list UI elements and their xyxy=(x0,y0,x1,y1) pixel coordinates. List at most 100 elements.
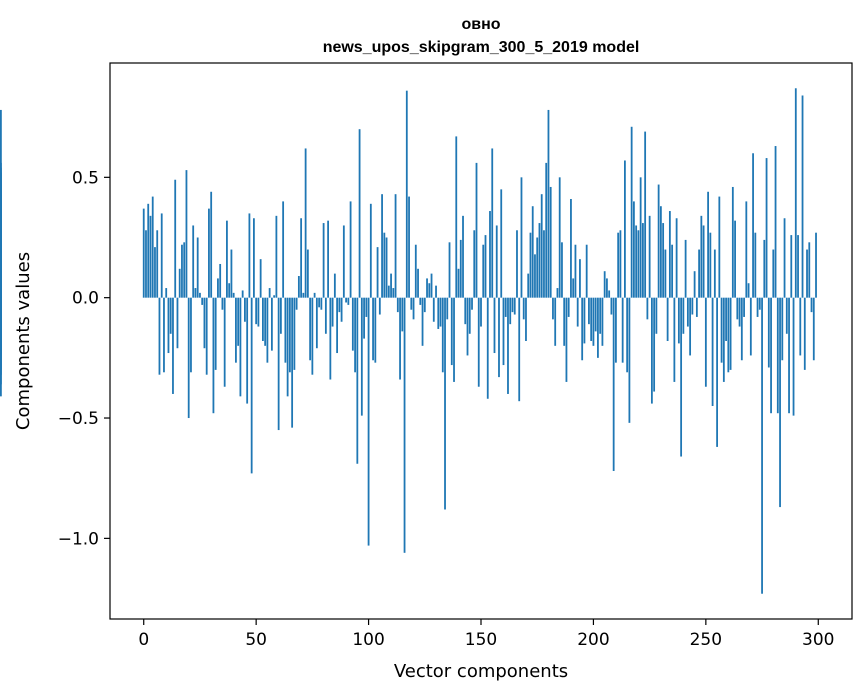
bar-component-36 xyxy=(223,297,226,387)
bar-component-73 xyxy=(306,249,309,298)
bar-component-142 xyxy=(462,215,464,298)
bar-component-17 xyxy=(181,244,183,298)
bar-component-108 xyxy=(385,237,388,298)
bar-component-22 xyxy=(192,225,195,298)
bar-component-233 xyxy=(666,297,669,341)
bar-component-203 xyxy=(599,297,602,334)
bar-component-58 xyxy=(273,295,276,298)
bar-component-285 xyxy=(783,218,786,298)
bar-component-10 xyxy=(165,288,168,298)
bar-component-204 xyxy=(601,297,604,346)
bar-component-44 xyxy=(241,290,244,298)
plot-frame xyxy=(109,62,853,620)
bar-component-9 xyxy=(163,297,165,373)
x-tick-label: 100 xyxy=(352,630,384,650)
bar-component-72 xyxy=(304,148,307,298)
bar-component-298 xyxy=(812,297,815,361)
y-tick-label: −1.0 xyxy=(58,529,99,549)
bar-component-216 xyxy=(628,297,631,423)
bar-component-61 xyxy=(279,297,282,334)
bar-component-122 xyxy=(417,268,419,298)
bar-component-257 xyxy=(720,297,723,363)
bar-component-123 xyxy=(419,297,422,305)
bar-component-48 xyxy=(250,297,253,474)
bar-component-3 xyxy=(149,215,152,298)
bar-component-194 xyxy=(579,259,581,298)
bar-component-159 xyxy=(500,189,503,298)
bar-component-175 xyxy=(536,237,539,298)
bar-component-267 xyxy=(743,297,745,317)
bar-component-171 xyxy=(527,273,530,298)
bar-component-134 xyxy=(444,297,446,510)
bar-component-251 xyxy=(707,191,709,298)
bar-component-243 xyxy=(689,297,692,356)
bar-component-129 xyxy=(432,297,435,322)
bar-component-224 xyxy=(646,297,649,320)
bar-component-272 xyxy=(754,232,757,298)
bar-component-150 xyxy=(480,297,482,327)
bar-component-19 xyxy=(185,170,188,298)
bar-component-212 xyxy=(619,230,622,298)
bar-component-33 xyxy=(217,278,219,298)
bar-component-239 xyxy=(680,297,683,457)
bar-component-148 xyxy=(475,162,478,298)
bar-component-291 xyxy=(797,235,799,298)
bar-component-43 xyxy=(239,297,242,397)
bar-component-86 xyxy=(336,297,338,354)
bar-component-77 xyxy=(315,297,318,349)
bar-component-135 xyxy=(446,297,449,320)
bar-component-201 xyxy=(594,297,597,332)
bar-component-286 xyxy=(785,297,788,334)
bar-component-221 xyxy=(639,177,642,298)
bar-component-242 xyxy=(686,297,689,327)
bar-component-70 xyxy=(300,218,303,298)
bar-component-14 xyxy=(174,179,177,298)
bar-component-106 xyxy=(381,194,383,298)
bar-component-174 xyxy=(534,254,536,298)
bar-component-215 xyxy=(626,297,629,373)
bar-component-230 xyxy=(659,206,662,298)
bar-component-241 xyxy=(684,239,687,298)
bar-component-90 xyxy=(345,297,347,303)
bar-component-26 xyxy=(201,297,204,305)
bar-component-99 xyxy=(365,297,368,317)
bar-component-40 xyxy=(232,292,235,298)
bar-component-255 xyxy=(716,297,718,447)
bar-component-247 xyxy=(698,249,700,298)
bar-component-94 xyxy=(354,297,356,373)
bar-component-186 xyxy=(561,242,563,298)
bar-component-261 xyxy=(729,297,732,370)
bar-component-172 xyxy=(529,232,532,298)
bar-component-169 xyxy=(522,297,525,320)
chart-subtitle: news_upos_skipgram_300_5_2019 model xyxy=(323,39,640,56)
bar-component-107 xyxy=(383,232,386,298)
bar-component-161 xyxy=(504,297,507,317)
bar-component-202 xyxy=(597,297,599,358)
bar-component-217 xyxy=(630,126,633,298)
bar-component-158 xyxy=(498,297,500,378)
bar-component-227 xyxy=(653,297,656,392)
bar-component-151 xyxy=(482,244,485,298)
bar-component-74 xyxy=(309,297,312,361)
bar-component-29 xyxy=(208,208,210,298)
bar-component-287 xyxy=(788,297,790,414)
bar-component-160 xyxy=(502,297,505,366)
bar-component-119 xyxy=(410,297,413,310)
bar-component-225 xyxy=(648,215,651,298)
bar-component-83 xyxy=(329,297,332,380)
bar-component-265 xyxy=(738,297,741,327)
bar-component-57 xyxy=(270,297,273,351)
bar-component-249 xyxy=(702,225,705,298)
bar-component-179 xyxy=(545,162,548,298)
bar-component-149 xyxy=(477,297,480,387)
bar-component-23 xyxy=(194,288,197,298)
x-axis-ticks: 0 50 100 150 200 250 300 xyxy=(138,619,834,650)
bar-component-110 xyxy=(390,273,392,298)
bar-component-undefined xyxy=(0,297,2,351)
bar-component-98 xyxy=(363,297,365,339)
bar-component-130 xyxy=(435,285,437,298)
bars-group xyxy=(0,88,817,594)
bar-component-16 xyxy=(178,268,181,298)
bar-component-18 xyxy=(183,242,186,298)
